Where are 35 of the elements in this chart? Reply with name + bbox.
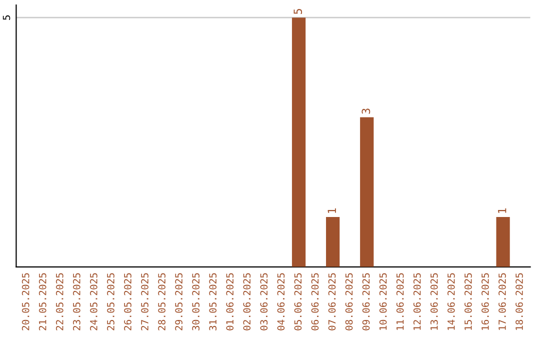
x-tick-label: 18.06.2025 [516, 273, 523, 330]
x-tick-label: 31.05.2025 [209, 273, 217, 330]
x-tick-label: 12.06.2025 [413, 273, 421, 330]
x-tick-label: 10.06.2025 [379, 273, 387, 330]
x-tick-label: 08.06.2025 [345, 273, 353, 330]
x-tick-label: 02.06.2025 [243, 273, 251, 330]
x-tick-label: 25.05.2025 [107, 273, 114, 330]
x-tick-label: 27.05.2025 [141, 273, 148, 330]
x-tick-label: 04.06.2025 [277, 273, 285, 330]
x-tick-label: 06.06.2025 [311, 273, 319, 330]
x-tick-label: 03.06.2025 [260, 273, 268, 330]
x-tick-label: 09.06.2025 [362, 273, 370, 330]
data-label: 1 [498, 208, 506, 213]
x-tick-label: 30.05.2025 [192, 273, 200, 330]
x-tick-label: 29.05.2025 [175, 273, 182, 330]
x-tick-label: 07.06.2025 [328, 273, 336, 330]
x-tick-label: 17.06.2025 [498, 273, 506, 330]
data-label: 1 [328, 208, 336, 213]
x-tick-label: 16.06.2025 [482, 273, 489, 330]
ref-line-label: 5 [2, 15, 10, 20]
x-tick-label: 24.05.2025 [90, 273, 98, 330]
x-tick-label: 15.06.2025 [464, 273, 472, 330]
x-tick-label: 13.06.2025 [430, 273, 438, 330]
x-tick-label: 26.05.2025 [124, 273, 132, 330]
x-tick-label: 22.05.2025 [56, 273, 64, 330]
x-tick-label: 14.06.2025 [447, 273, 455, 330]
data-label: 3 [362, 108, 370, 114]
data-label: 5 [294, 8, 302, 14]
x-tick-label: 28.05.2025 [158, 273, 166, 330]
x-tick-label: 01.06.2025 [226, 273, 234, 330]
x-tick-label: 23.05.2025 [72, 273, 80, 330]
x-tick-label: 11.06.2025 [396, 273, 404, 330]
x-tick-label: 05.06.2025 [294, 273, 302, 330]
x-tick-label: 21.05.2025 [38, 273, 46, 330]
x-tick-label: 20.05.2025 [22, 273, 30, 330]
